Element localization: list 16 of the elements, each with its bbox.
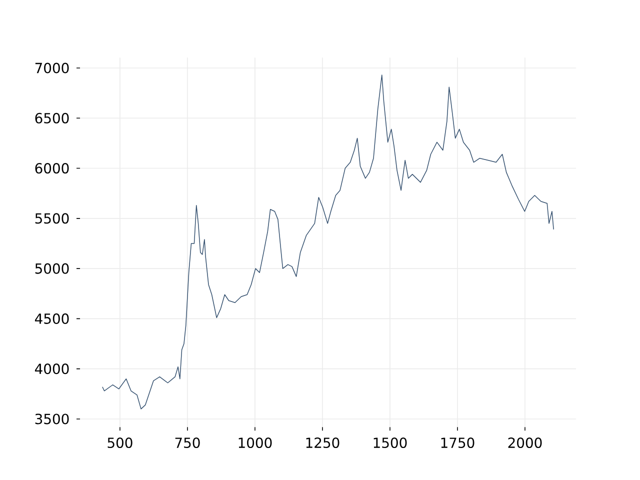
x-tick-label: 500 [108, 438, 132, 448]
y-tick-label: 4500 [34, 313, 69, 324]
x-tick-label: 1750 [441, 438, 474, 448]
line-series [102, 74, 554, 410]
y-tick-label: 7000 [35, 62, 69, 74]
y-tick-label: 6500 [35, 112, 69, 124]
x-tick-label: 1500 [374, 438, 407, 448]
y-tick-label: 6000 [35, 163, 69, 174]
y-tick-label: 4000 [34, 364, 69, 374]
y-tick-label: 3500 [35, 414, 69, 424]
x-tick-label: 750 [175, 438, 200, 448]
y-tick-label: 5500 [35, 213, 69, 224]
y-tick-label: 5000 [35, 263, 69, 274]
x-tick-label: 1250 [306, 438, 340, 448]
x-tick-label: 1000 [238, 438, 272, 448]
x-tick-label: 2000 [508, 438, 542, 448]
